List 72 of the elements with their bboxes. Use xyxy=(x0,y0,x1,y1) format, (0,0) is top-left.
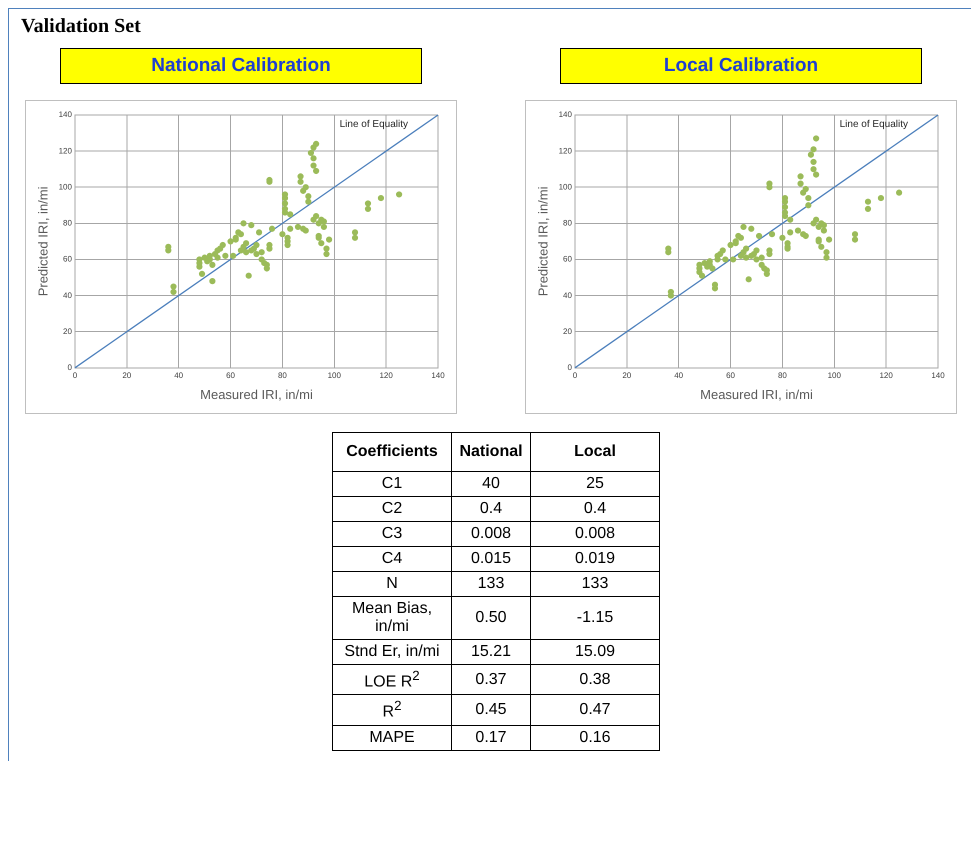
category-label: Mean Bias, in/mi xyxy=(332,596,452,640)
x-tick-label: 80 xyxy=(778,370,788,380)
category-label: MAPE xyxy=(332,725,452,750)
data-label: 0.38 xyxy=(530,664,660,695)
chart-title: National Calibration xyxy=(60,48,422,84)
x-tick-label: 60 xyxy=(226,370,236,380)
y-axis-title: Predicted IRI, in/mi xyxy=(535,186,550,296)
text: Local xyxy=(530,432,660,472)
category-label: N xyxy=(332,572,452,596)
y-tick-label: 100 xyxy=(558,182,572,192)
x-tick-label: 100 xyxy=(328,370,342,380)
data-label: 15.09 xyxy=(530,640,660,664)
data-label: 133 xyxy=(452,572,530,596)
data-label: 0.16 xyxy=(530,725,660,750)
data-label: 0.37 xyxy=(452,664,530,695)
y-tick-label: 40 xyxy=(63,290,72,300)
category-label: R$^{2}$ xyxy=(332,694,452,726)
data-label: 0.008 xyxy=(530,522,660,546)
y-tick-label: 120 xyxy=(558,146,572,156)
x-axis-title: Measured IRI, in/mi xyxy=(200,386,313,402)
y-tick-label: 60 xyxy=(63,254,72,264)
category-label: Stnd Er, in/mi xyxy=(332,640,452,664)
series-label: Line of Equality xyxy=(340,118,408,130)
x-tick-label: 60 xyxy=(726,370,736,380)
y-tick-label: 140 xyxy=(558,110,572,120)
x-tick-label: 140 xyxy=(431,370,446,380)
chart-title: Local Calibration xyxy=(560,48,922,84)
y-tick-label: 0 xyxy=(67,363,72,372)
x-tick-label: 40 xyxy=(674,370,684,380)
data-label: 133 xyxy=(530,572,660,596)
x-tick-label: 100 xyxy=(828,370,842,380)
x-tick-label: 40 xyxy=(174,370,184,380)
y-tick-label: 100 xyxy=(58,182,72,192)
x-tick-label: 80 xyxy=(278,370,288,380)
data-label: 0.019 xyxy=(530,546,660,572)
data-label: 0.4 xyxy=(452,496,530,522)
y-tick-label: 120 xyxy=(58,146,72,156)
x-tick-label: 20 xyxy=(122,370,132,380)
y-tick-label: 20 xyxy=(63,326,72,336)
x-tick-label: 20 xyxy=(622,370,632,380)
y-tick-label: 60 xyxy=(563,254,572,264)
category-label: C2 xyxy=(332,496,452,522)
y-tick-label: 80 xyxy=(63,218,72,228)
y-tick-label: 20 xyxy=(563,326,572,336)
y-tick-label: 140 xyxy=(58,110,72,120)
data-label: 15.21 xyxy=(452,640,530,664)
series-label: Line of Equality xyxy=(840,118,908,130)
y-tick-label: 0 xyxy=(567,363,572,372)
data-label: 0.17 xyxy=(452,725,530,750)
text: Coefficients xyxy=(332,432,452,472)
data-label: 25 xyxy=(530,472,660,496)
data-label: 0.50 xyxy=(452,596,530,640)
x-axis-title: Measured IRI, in/mi xyxy=(700,386,813,402)
data-label: 0.008 xyxy=(452,522,530,546)
category-label: C1 xyxy=(332,472,452,496)
data-label: 0.4 xyxy=(530,496,660,522)
category-label: C4 xyxy=(332,546,452,572)
data-label: 0.015 xyxy=(452,546,530,572)
category-label: C3 xyxy=(332,522,452,546)
category-label: LOE R$^{2}$ xyxy=(332,664,452,695)
y-tick-label: 80 xyxy=(563,218,572,228)
data-label: -1.15 xyxy=(530,596,660,640)
x-tick-label: 120 xyxy=(879,370,894,380)
y-axis-title: Predicted IRI, in/mi xyxy=(35,186,50,296)
text: Validation Set xyxy=(21,15,142,38)
x-tick-label: 120 xyxy=(379,370,394,380)
data-label: 40 xyxy=(452,472,530,496)
data-label: 0.45 xyxy=(452,694,530,726)
data-label: 0.47 xyxy=(530,694,660,726)
text: National xyxy=(452,432,530,472)
x-tick-label: 140 xyxy=(931,370,946,380)
y-tick-label: 40 xyxy=(563,290,572,300)
